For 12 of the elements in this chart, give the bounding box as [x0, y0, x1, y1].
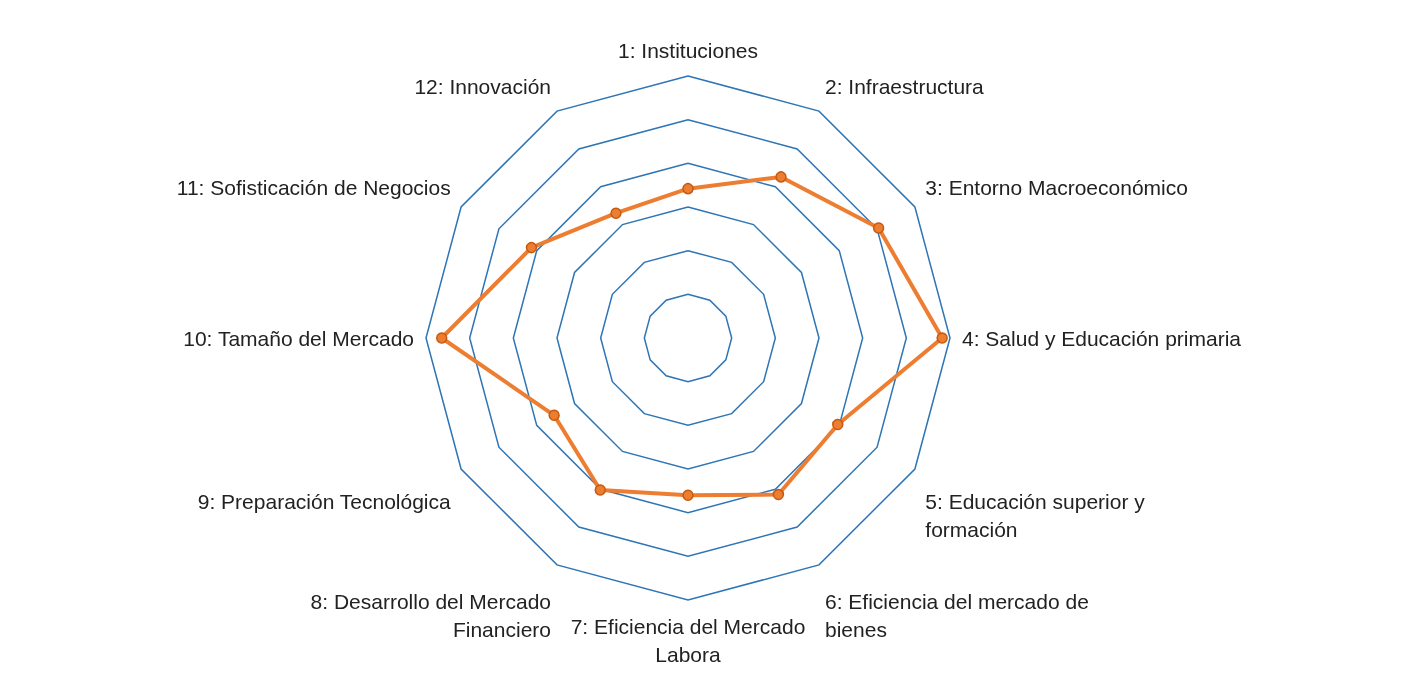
spoke-label: 9: Preparación Tecnológica [197, 489, 452, 513]
spoke-label: 4: Salud y Educación primaria [962, 326, 1242, 350]
spoke-label: 7: Eficiencia del Mercado Labora [570, 614, 806, 666]
spoke-label: 12: Innovación [414, 75, 551, 99]
spoke-label: 1: Instituciones [617, 38, 759, 62]
spoke-label: 10: Tamaño del Mercado [183, 326, 414, 350]
spoke-label: 3: Entorno Macroeconómico [925, 175, 1188, 199]
spoke-label: 5: Educación superior y formación [925, 489, 1146, 541]
spoke-label: 6: Eficiencia del mercado de bienes [825, 589, 1089, 641]
spoke-label: 11: Sofisticación de Negocios [176, 175, 451, 199]
spoke-label: 2: Infraestructura [825, 75, 985, 99]
spoke-label: 8: Desarrollo del Mercado Financiero [310, 589, 551, 641]
